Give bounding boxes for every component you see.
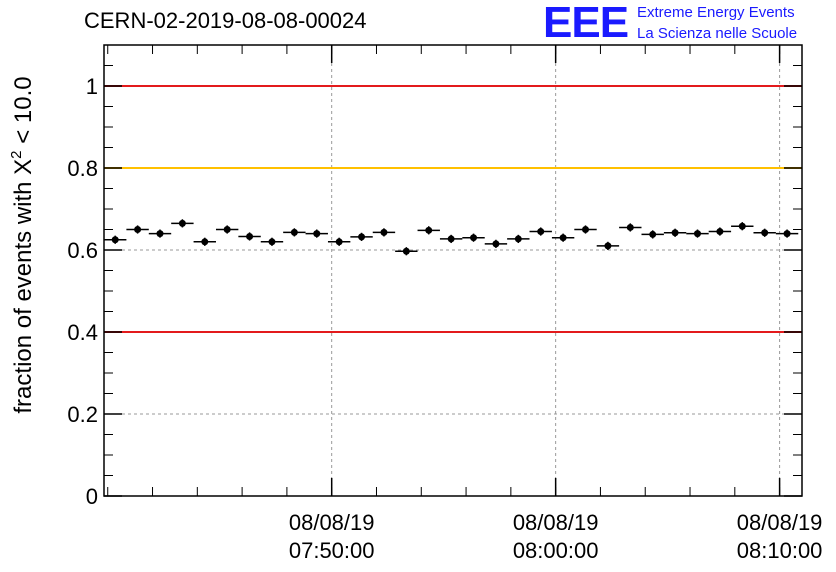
data-point [551, 233, 575, 242]
data-point [238, 232, 261, 241]
y-tick-label: 0.8 [67, 156, 98, 181]
x-tick-time-label: 08:00:00 [513, 538, 599, 563]
data-point [439, 234, 463, 244]
data-point [596, 241, 620, 250]
y-tick-label: 1 [86, 74, 98, 99]
x-tick-time-label: 07:50:00 [289, 538, 375, 563]
data-point [193, 237, 216, 246]
data-marker [156, 230, 164, 238]
data-marker [492, 240, 500, 248]
data-point [641, 230, 664, 239]
data-point [305, 229, 328, 238]
data-marker [335, 238, 343, 246]
data-marker [313, 230, 321, 238]
data-marker [559, 234, 567, 242]
x-tick-date-label: 08/08/19 [737, 510, 823, 535]
data-marker [604, 242, 612, 250]
data-point [104, 235, 127, 244]
data-point [126, 225, 149, 234]
data-marker [582, 226, 590, 233]
data-point [708, 227, 732, 236]
data-marker [626, 223, 634, 231]
data-marker [783, 230, 791, 238]
plot-frame [103, 44, 803, 497]
x-tick-time-label: 08:10:00 [737, 538, 823, 563]
data-marker [671, 229, 679, 237]
data-point [283, 228, 306, 237]
data-marker [470, 234, 478, 242]
data-point [417, 226, 440, 235]
data-marker [514, 235, 522, 243]
data-marker [246, 232, 254, 240]
data-marker [716, 228, 724, 236]
data-marker [268, 238, 276, 246]
data-point [395, 247, 418, 256]
x-tick-date-label: 08/08/19 [289, 510, 375, 535]
data-point [372, 228, 396, 237]
logo-text-line2: La Scienza nelle Scuole [637, 25, 798, 42]
data-marker [201, 238, 209, 246]
data-marker [111, 236, 119, 244]
data-point [686, 229, 709, 238]
data-marker [693, 230, 701, 238]
data-point [215, 225, 239, 234]
data-point [327, 237, 351, 246]
data-point [507, 234, 530, 244]
data-point [171, 219, 194, 228]
y-axis-label-suffix: < 10.0 [10, 76, 37, 151]
data-point [462, 233, 485, 242]
reference-lines [104, 85, 802, 333]
logo-letters: EEE [543, 0, 629, 47]
data-point [148, 229, 172, 238]
y-axis-label-superscript: 2 [8, 150, 25, 159]
data-marker [178, 219, 186, 227]
data-marker [380, 228, 388, 236]
data-point [663, 228, 687, 237]
grid-layer [104, 45, 802, 497]
y-tick-label: 0.2 [67, 402, 98, 427]
data-marker [649, 230, 657, 238]
data-marker [358, 233, 366, 241]
data-point [350, 232, 373, 241]
data-point [260, 237, 284, 246]
data-marker [447, 235, 455, 243]
x-tick-date-label: 08/08/19 [513, 510, 599, 535]
y-tick-label: 0 [86, 484, 98, 509]
logo-text-line1: Extreme Energy Events [637, 4, 795, 21]
data-point [574, 225, 597, 234]
data-marker [537, 228, 545, 236]
chart-title: CERN-02-2019-08-08-00024 [84, 8, 367, 33]
data-point [731, 222, 754, 231]
data-marker [223, 226, 231, 233]
y-axis-label: fraction of events with X2 < 10.0 [8, 35, 38, 455]
y-tick-label: 0.6 [67, 238, 98, 263]
eee-logo: EEE Extreme Energy Events La Scienza nel… [543, 0, 835, 47]
data-point [753, 228, 776, 237]
data-series [104, 219, 799, 256]
data-marker [134, 226, 142, 233]
y-tick-label: 0.4 [67, 320, 98, 345]
data-marker [290, 228, 298, 236]
data-point [775, 229, 799, 238]
data-point [619, 223, 642, 232]
data-marker [402, 247, 410, 255]
data-marker [425, 226, 433, 234]
data-marker [738, 222, 746, 230]
y-axis-label-prefix: fraction of events with X [10, 158, 37, 414]
data-marker [761, 229, 769, 237]
data-point [484, 239, 508, 248]
axes: 0 0.2 0.4 0.6 0.8 1 08/08/19 07:50:00 08/08/19 08… [67, 44, 823, 563]
data-point [529, 227, 552, 236]
